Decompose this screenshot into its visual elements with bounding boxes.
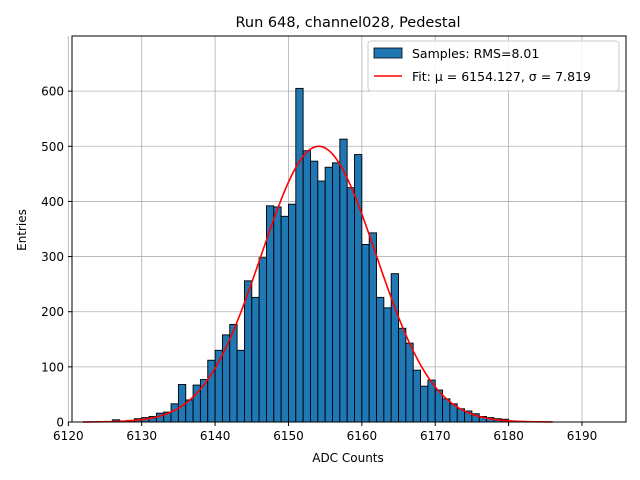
histogram-bar: [354, 154, 363, 423]
histogram-bar: [339, 138, 348, 423]
histogram-bar: [288, 203, 297, 423]
x-tick-label: 6150: [273, 429, 304, 443]
histogram-bar: [376, 296, 385, 423]
histogram-bar: [324, 166, 333, 423]
y-tick-labels: 0 100 200 300 400 500 600: [41, 85, 64, 430]
y-tick-label: 300: [41, 250, 64, 264]
axes: [67, 35, 627, 426]
x-tick-label: 6190: [567, 429, 598, 443]
histogram-bar: [295, 87, 304, 423]
histogram-bar: [368, 232, 377, 423]
histogram-bar: [302, 150, 311, 423]
histogram-bar: [412, 369, 421, 423]
histogram-bar: [405, 342, 414, 423]
histogram-bar: [346, 187, 355, 423]
gaussian-fit-curve: [83, 145, 553, 423]
histogram-bar: [273, 206, 282, 423]
histogram-bar: [442, 398, 451, 423]
x-axis-label: ADC Counts: [312, 451, 384, 465]
x-tick-label: 6130: [126, 429, 157, 443]
y-tick-label: 100: [41, 360, 64, 374]
histogram-bar: [317, 180, 326, 423]
legend-fit-label: Fit: μ = 6154.127, σ = 7.819: [412, 69, 591, 84]
histogram-bar: [390, 273, 399, 423]
histogram-bar: [199, 379, 209, 423]
histogram-bar: [420, 385, 429, 423]
y-tick-label: 400: [41, 195, 64, 209]
histogram-bar: [251, 296, 260, 423]
y-tick-label: 600: [41, 85, 64, 99]
y-tick-label: 200: [41, 305, 64, 319]
legend-histogram-swatch: [373, 47, 403, 59]
chart-title: Run 648, channel028, Pedestal: [235, 15, 460, 31]
histogram-bar: [361, 243, 370, 423]
histogram-bar: [258, 257, 267, 423]
y-tick-label: 500: [41, 140, 64, 154]
legend-histogram-label: Samples: RMS=8.01: [412, 46, 539, 61]
histogram-bar: [170, 403, 179, 423]
histogram-bar: [236, 349, 245, 423]
x-tick-label: 6160: [347, 429, 378, 443]
legend: Samples: RMS=8.01 Fit: μ = 6154.127, σ =…: [367, 40, 620, 92]
y-axis-label: Entries: [15, 209, 29, 251]
histogram-bar: [332, 162, 341, 423]
histogram-bar: [280, 215, 289, 423]
x-tick-label: 6120: [53, 429, 84, 443]
plot-frame: [71, 35, 627, 423]
histogram-bars: [111, 87, 524, 423]
x-tick-label: 6170: [420, 429, 451, 443]
y-tick-label: 0: [56, 416, 64, 430]
x-tick-labels: 6120 6130 6140 6150 6160 6170 6180 6190: [53, 429, 597, 443]
x-tick-label: 6180: [493, 429, 524, 443]
histogram-bar: [310, 160, 319, 423]
histogram-bar: [398, 327, 407, 423]
x-tick-label: 6140: [200, 429, 231, 443]
histogram-bar: [383, 307, 392, 423]
histogram-bar: [229, 323, 238, 423]
legend-box: [367, 40, 620, 92]
